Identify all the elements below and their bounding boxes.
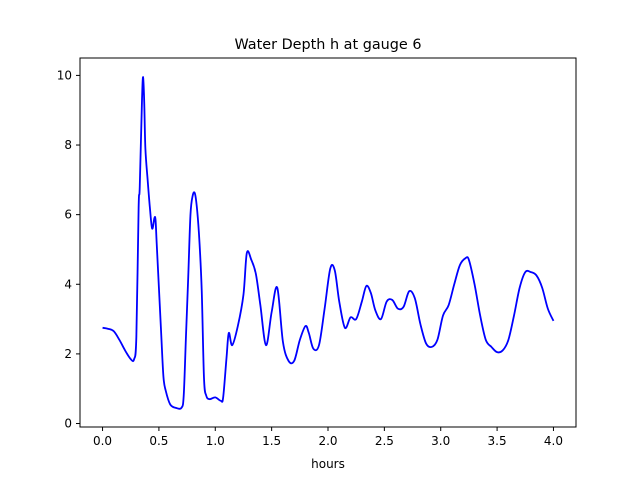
y-tick-label: 10 xyxy=(57,68,72,82)
y-tick-label: 8 xyxy=(64,138,72,152)
x-tick-label: 2.5 xyxy=(375,434,394,448)
x-tick-label: 3.5 xyxy=(488,434,507,448)
x-tick-label: 0.5 xyxy=(149,434,168,448)
y-tick-label: 4 xyxy=(64,277,72,291)
series-line xyxy=(102,76,555,410)
x-tick-label: 2.0 xyxy=(318,434,337,448)
x-tick-label: 0.0 xyxy=(93,434,112,448)
x-tick-label: 1.5 xyxy=(262,434,281,448)
x-tick-label: 1.0 xyxy=(206,434,225,448)
axes-frame xyxy=(79,57,577,428)
x-axis-label: hours xyxy=(311,457,345,471)
y-axis: 0 2 4 6 8 10 xyxy=(57,68,80,431)
chart-title: Water Depth h at gauge 6 xyxy=(234,37,421,53)
y-tick-label: 2 xyxy=(64,347,72,361)
y-tick-label: 6 xyxy=(64,208,72,222)
x-tick-label: 3.0 xyxy=(431,434,450,448)
x-tick-label: 4.0 xyxy=(544,434,563,448)
plot-area xyxy=(79,57,577,428)
x-axis: 0.0 0.5 1.0 1.5 2.0 2.5 3.0 3.5 4.0 xyxy=(93,427,563,448)
y-tick-label: 0 xyxy=(64,417,72,431)
